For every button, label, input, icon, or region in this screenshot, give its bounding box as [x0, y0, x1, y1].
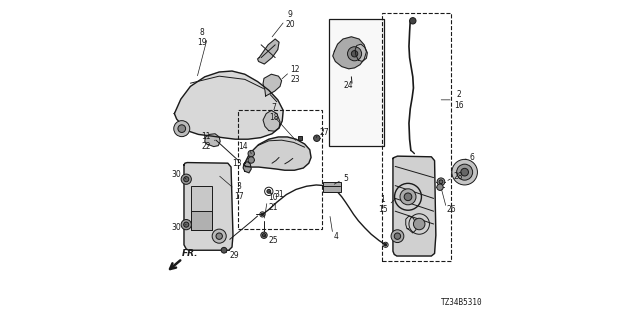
- Bar: [329, 19, 384, 146]
- Text: 4: 4: [333, 232, 339, 241]
- Circle shape: [262, 234, 266, 237]
- Bar: [383, 13, 451, 261]
- Text: 12
23: 12 23: [291, 65, 300, 84]
- Polygon shape: [406, 216, 416, 233]
- Circle shape: [212, 229, 227, 243]
- Text: 5: 5: [343, 174, 348, 183]
- Text: 14: 14: [239, 142, 248, 151]
- Polygon shape: [355, 44, 367, 61]
- Polygon shape: [184, 163, 233, 250]
- Text: 24: 24: [344, 81, 354, 90]
- Circle shape: [261, 213, 264, 216]
- Polygon shape: [243, 162, 251, 173]
- Circle shape: [221, 247, 227, 253]
- Text: 30: 30: [171, 170, 181, 179]
- Bar: [238, 110, 323, 229]
- Circle shape: [314, 135, 320, 141]
- Polygon shape: [244, 137, 311, 170]
- Text: 7
18: 7 18: [269, 103, 278, 122]
- Circle shape: [248, 150, 254, 157]
- Circle shape: [248, 157, 254, 163]
- Text: TZ34B5310: TZ34B5310: [441, 298, 483, 307]
- Text: 26: 26: [447, 205, 456, 214]
- Circle shape: [413, 218, 425, 230]
- Text: 1
15: 1 15: [378, 195, 388, 214]
- Text: 28: 28: [454, 172, 463, 181]
- Text: 9
20: 9 20: [285, 10, 295, 29]
- Circle shape: [437, 178, 445, 186]
- Bar: [323, 182, 341, 192]
- Text: 11
22: 11 22: [201, 132, 211, 151]
- Polygon shape: [205, 134, 220, 147]
- Bar: [191, 211, 212, 230]
- Circle shape: [184, 222, 189, 227]
- Text: 8
19: 8 19: [196, 28, 207, 47]
- Circle shape: [439, 180, 443, 184]
- Polygon shape: [333, 37, 366, 69]
- Polygon shape: [263, 110, 280, 131]
- Text: 10
21: 10 21: [268, 193, 278, 212]
- Circle shape: [178, 125, 186, 132]
- Bar: [298, 136, 302, 140]
- Text: 3
17: 3 17: [234, 182, 244, 201]
- Circle shape: [348, 47, 362, 61]
- Circle shape: [184, 177, 189, 182]
- Bar: [191, 186, 212, 230]
- Circle shape: [261, 232, 268, 238]
- Circle shape: [437, 184, 443, 190]
- Circle shape: [394, 233, 401, 239]
- Circle shape: [410, 18, 416, 24]
- Circle shape: [267, 189, 271, 193]
- Text: 29: 29: [230, 252, 239, 260]
- Circle shape: [404, 193, 412, 201]
- Text: 13: 13: [232, 159, 242, 168]
- Circle shape: [400, 189, 416, 205]
- Circle shape: [391, 230, 404, 243]
- Text: 6: 6: [470, 153, 475, 162]
- Circle shape: [351, 51, 358, 57]
- Circle shape: [461, 168, 468, 176]
- Polygon shape: [263, 74, 282, 96]
- Circle shape: [385, 244, 387, 246]
- Circle shape: [181, 220, 191, 230]
- Text: FR.: FR.: [182, 249, 198, 258]
- Circle shape: [181, 174, 191, 184]
- Text: 30: 30: [171, 223, 181, 232]
- Text: 25: 25: [268, 236, 278, 245]
- Circle shape: [216, 233, 223, 239]
- Polygon shape: [174, 71, 283, 139]
- Circle shape: [452, 159, 477, 185]
- Text: 2
16: 2 16: [454, 90, 463, 109]
- Polygon shape: [393, 156, 436, 256]
- Circle shape: [174, 121, 189, 137]
- Circle shape: [457, 164, 472, 180]
- Text: 27: 27: [319, 128, 329, 137]
- Polygon shape: [258, 39, 279, 64]
- Text: 31: 31: [275, 190, 284, 199]
